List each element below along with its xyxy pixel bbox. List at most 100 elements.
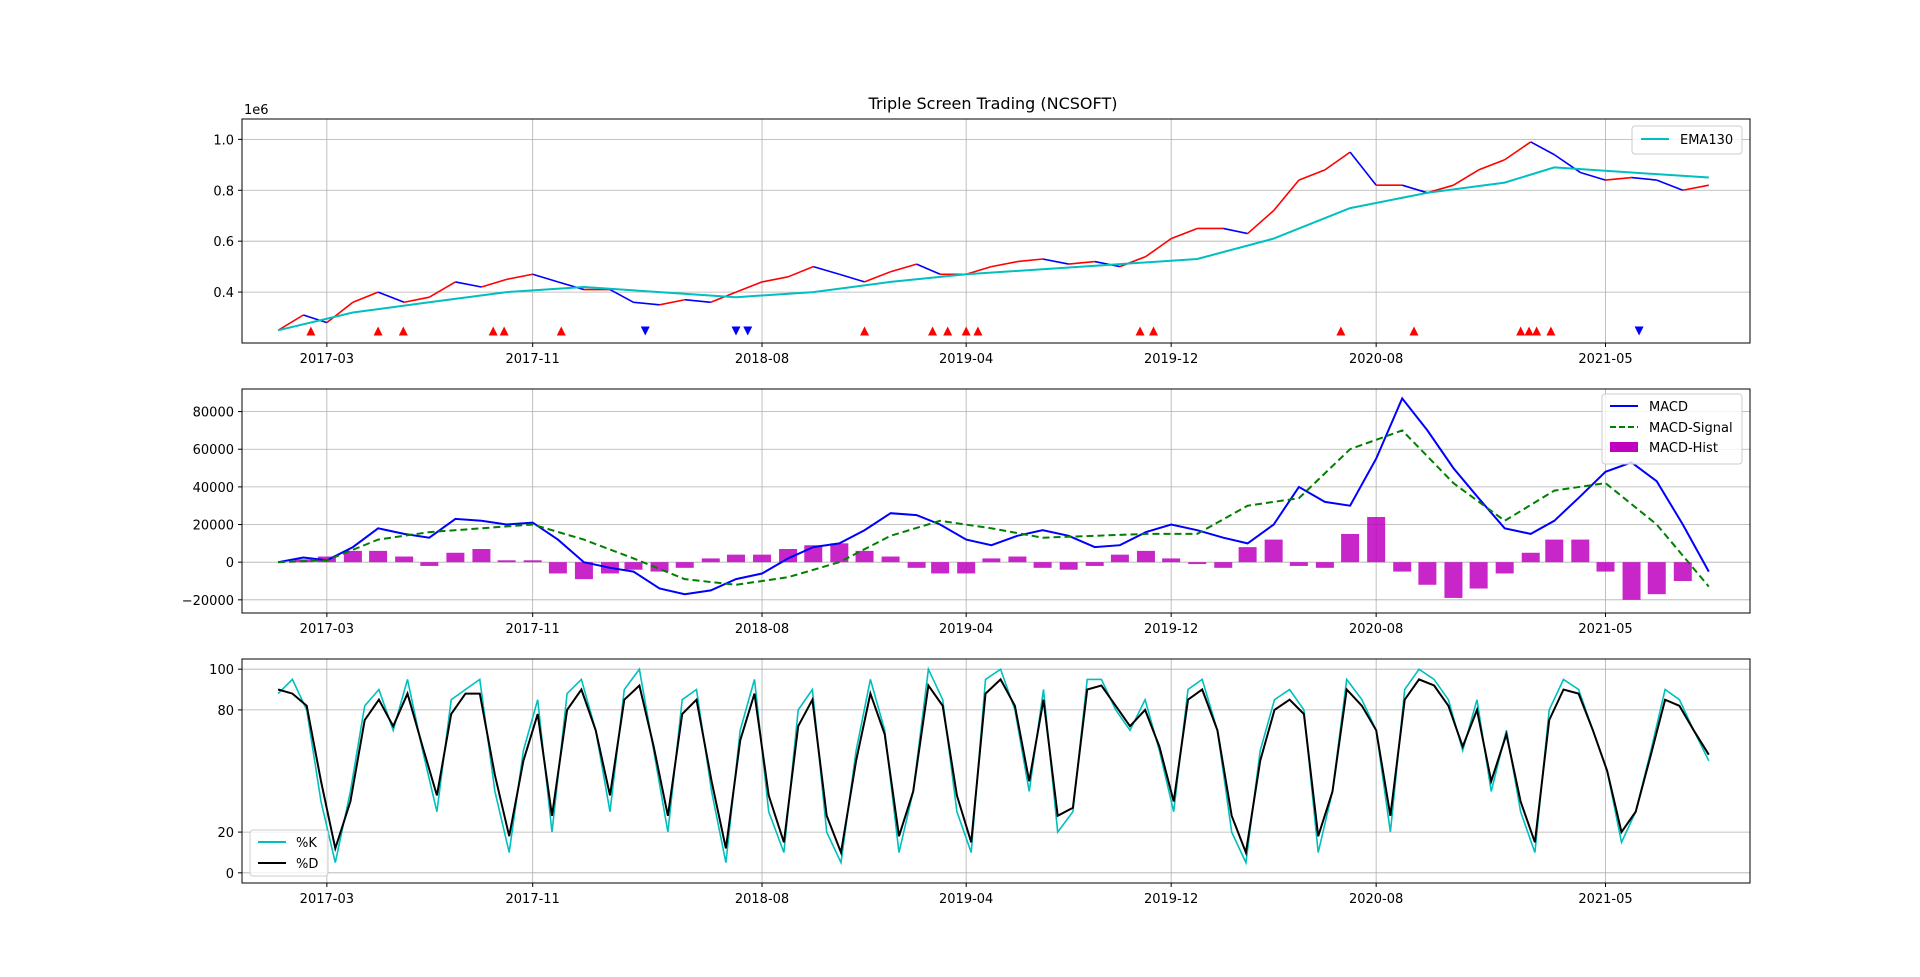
price-candle-segment [1145, 237, 1172, 258]
buy-signal-marker [961, 326, 971, 336]
macd-hist-bar [1495, 562, 1514, 574]
price-candle-segment [1349, 151, 1377, 186]
stoch-ytick-label: 0 [226, 867, 234, 882]
buy-signal-marker [928, 326, 938, 336]
stoch-xtick-label: 2019-04 [939, 892, 993, 907]
buy-signal-marker [556, 326, 566, 336]
price-candle-segment [1530, 141, 1555, 156]
macd-hist-bar [1341, 533, 1360, 563]
price-candle-segment [864, 270, 891, 283]
macd-hist-bar [446, 552, 465, 563]
legend-macd-signal-label: MACD-Signal [1649, 421, 1733, 436]
macd-ytick-label: 20000 [193, 519, 234, 534]
macd-hist-bar [1214, 562, 1233, 568]
price-xtick-label: 2020-08 [1349, 352, 1403, 367]
stochastic-d-line [277, 677, 1710, 857]
price-candle-segment [991, 260, 1018, 268]
price-candle-segment [684, 298, 711, 304]
price-candle-segment [633, 301, 660, 306]
macd-hist-bar [881, 556, 900, 563]
macd-hist-bar [420, 562, 439, 566]
stochastic-series-layer [277, 666, 1710, 866]
price-candle-segment [1273, 179, 1300, 212]
price-gridlines [242, 119, 1750, 343]
buy-signal-marker [1524, 326, 1534, 336]
buy-signal-marker [1409, 326, 1419, 336]
macd-hist-bar [675, 562, 694, 568]
buy-signal-marker [398, 326, 408, 336]
price-candle-segment [277, 314, 304, 331]
macd-xtick-label: 2019-04 [939, 622, 993, 637]
buy-signal-marker [860, 326, 870, 336]
price-candle-segment [377, 291, 405, 304]
macd-hist-bar [1596, 562, 1615, 572]
macd-hist-bar [1673, 562, 1692, 581]
stoch-ytick-label: 20 [217, 826, 234, 841]
buy-signal-marker [499, 326, 509, 336]
macd-hist-bar [931, 562, 950, 574]
buy-signal-marker [1546, 326, 1556, 336]
price-y-scale-label: 1e6 [244, 103, 269, 118]
macd-ytick-label: 80000 [193, 406, 234, 421]
price-xtick-label: 2017-11 [506, 352, 560, 367]
macd-hist-bar [1110, 554, 1129, 563]
macd-hist-bar [830, 543, 849, 563]
macd-hist-bar [1622, 562, 1641, 600]
macd-hist-bar [726, 554, 745, 563]
macd-hist-bar [1136, 550, 1155, 563]
macd-histogram-layer [294, 517, 1692, 600]
price-xtick-label: 2019-12 [1144, 352, 1198, 367]
price-candle-segment [532, 273, 559, 283]
price-candle-segment [761, 276, 789, 283]
price-candle-segment [1656, 179, 1684, 192]
price-candle-segment [1042, 258, 1069, 265]
macd-hist-bar [1162, 558, 1181, 563]
macd-signal-line [278, 429, 1710, 588]
buy-signal-marker [1135, 326, 1145, 336]
macd-hist-bar [395, 556, 414, 563]
price-candle-segment [1247, 210, 1275, 235]
macd-hist-bar [1264, 539, 1283, 563]
sell-signal-marker [731, 326, 741, 336]
buy-signal-marker [306, 326, 316, 336]
price-candle-segment [1478, 158, 1505, 171]
price-candle-segment [481, 278, 507, 288]
price-xtick-label: 2017-03 [300, 352, 354, 367]
macd-hist-bar [1393, 562, 1412, 572]
macd-hist-bar [1647, 562, 1666, 595]
figure-title: Triple Screen Trading (NCSOFT) [868, 94, 1118, 113]
price-candle-segment [1580, 171, 1606, 181]
macd-hist-bar [343, 550, 362, 563]
macd-hist-bar [523, 560, 542, 563]
buy-signal-marker [943, 326, 953, 336]
price-xtick-label: 2021-05 [1578, 352, 1632, 367]
macd-hist-bar [1188, 562, 1207, 565]
ema130-line [277, 166, 1709, 332]
macd-ytick-label: 60000 [193, 443, 234, 458]
macd-hist-bar [369, 550, 388, 563]
macd-xtick-label: 2021-05 [1578, 622, 1632, 637]
macd-hist-bar [1008, 556, 1027, 563]
price-signal-markers [306, 326, 1644, 336]
price-candle-segment [1682, 184, 1709, 192]
price-candle-segment [506, 273, 533, 281]
macd-hist-bar [907, 562, 926, 568]
macd-hist-bar [472, 549, 491, 563]
legend-macd-hist-label: MACD-Hist [1649, 441, 1718, 456]
buy-signal-marker [1516, 326, 1526, 336]
macd-hist-bar [1444, 562, 1463, 598]
macd-hist-bar [1545, 539, 1564, 563]
stoch-xtick-label: 2019-12 [1144, 892, 1198, 907]
macd-hist-bar [1469, 562, 1488, 589]
price-axes-frame [241, 118, 1751, 344]
macd-hist-bar [753, 554, 772, 563]
price-candle-segment [735, 281, 763, 293]
macd-series-layer [277, 396, 1710, 596]
stoch-xtick-label: 2017-03 [300, 892, 354, 907]
macd-legend: MACD MACD-Signal MACD-Hist [1601, 393, 1743, 465]
macd-axes-frame [241, 388, 1751, 614]
price-ytick-label: 0.8 [213, 184, 234, 199]
